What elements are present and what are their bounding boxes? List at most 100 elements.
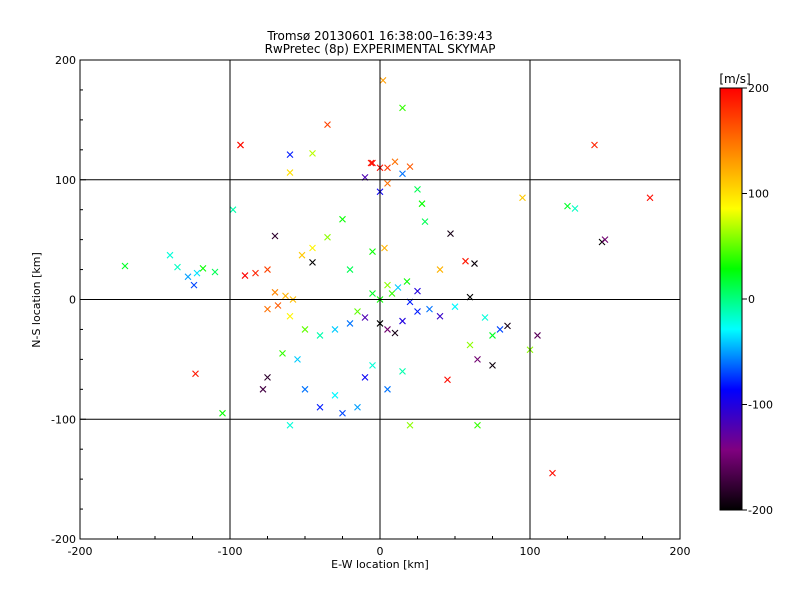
scatter-cross (367, 159, 375, 167)
scatter-cross (406, 163, 414, 170)
scatter-cross (571, 205, 579, 212)
scatter-cross (369, 361, 376, 369)
scatter-cross (436, 266, 444, 273)
scatter-cross (474, 421, 481, 429)
scatter-cross (211, 268, 219, 276)
scatter-cross (381, 244, 388, 252)
scatter-cross (466, 341, 474, 349)
colorbar-tick-label: 200 (748, 82, 769, 95)
scatter-cross (388, 290, 396, 297)
scatter-cross (298, 251, 306, 259)
colorbar-ticks: 200 100 0 -100 -200 (742, 82, 773, 517)
colorbar-tick-label: 100 (748, 188, 769, 201)
y-tick-label: 0 (69, 294, 76, 307)
scatter-cross (474, 355, 481, 363)
scatter-cross (309, 258, 316, 266)
scatter-cross (421, 218, 429, 226)
scatter-cross (414, 287, 421, 295)
scatter-cross (271, 288, 279, 296)
grid-lines (80, 60, 680, 539)
scatter-cross (331, 391, 339, 399)
scatter-cross (369, 290, 376, 297)
scatter-cross (534, 332, 541, 339)
scatter-cross (309, 150, 316, 157)
scatter-cross (504, 322, 511, 330)
scatter-cross (489, 332, 496, 339)
y-tick-label: -200 (51, 533, 76, 546)
scatter-cross (444, 376, 451, 384)
scatter-cross (462, 257, 469, 265)
scatter-cross (264, 373, 271, 381)
scatter-cross (252, 269, 259, 277)
scatter-cross (391, 329, 399, 337)
scatter-cross (564, 202, 571, 210)
colorbar-tick-label: 0 (748, 293, 755, 306)
scatter-cross (601, 236, 609, 244)
scatter-cross (369, 248, 376, 255)
scatter-cross (384, 281, 391, 289)
scatter-cross (282, 292, 289, 300)
scatter-cross (259, 385, 267, 393)
scatter-cross (264, 305, 271, 313)
scatter-cross (271, 232, 279, 240)
scatter-cross (384, 164, 391, 172)
x-tick-label: 0 (377, 545, 384, 558)
scatter-cross (339, 409, 346, 417)
x-axis-ticks: -200 -100 0 100 200 (68, 533, 691, 558)
scatter-cross (346, 266, 354, 273)
scatter-cross (354, 308, 361, 315)
scatter-cross (369, 159, 376, 167)
scatter-cross (339, 215, 346, 223)
scatter-cross (174, 263, 181, 271)
scatter-cross (384, 326, 391, 333)
scatter-cross (361, 373, 369, 381)
scatter-cross (591, 141, 598, 149)
scatter-cross (406, 421, 414, 429)
scatter-cross (237, 141, 244, 149)
scatter-cross (286, 151, 294, 158)
scatter-cross (391, 158, 399, 166)
x-tick-label: -200 (68, 545, 93, 558)
scatter-cross (399, 367, 406, 375)
y-axis-ticks: -200 -100 0 100 200 (51, 54, 86, 546)
scatter-cross (264, 266, 271, 273)
scatter-cross (190, 281, 198, 289)
scatter-cross (414, 185, 421, 193)
x-tick-label: 200 (670, 545, 691, 558)
scatter-cross (394, 284, 402, 291)
scatter-cross (436, 312, 444, 320)
colorbar (719, 87, 743, 511)
colorbar-tick-label: -100 (748, 399, 773, 412)
x-tick-label: -100 (218, 545, 243, 558)
scatter-cross (646, 194, 654, 202)
scatter-cross (279, 349, 286, 357)
chart-subtitle: RwPretec (8p) EXPERIMENTAL SKYMAP (265, 42, 496, 56)
scatter-cross (354, 403, 361, 411)
scatter-cross (193, 269, 201, 277)
scatter-points (121, 76, 654, 477)
scatter-cross (496, 326, 504, 333)
scatter-cross (192, 370, 199, 378)
scatter-cross (403, 278, 411, 285)
scatter-cross (519, 194, 526, 202)
scatter-cross (451, 303, 459, 311)
scatter-cross (471, 260, 478, 267)
y-tick-label: 200 (55, 54, 76, 67)
scatter-cross (301, 385, 309, 393)
scatter-cross (199, 264, 207, 272)
scatter-cross (286, 421, 294, 429)
scatter-cross (418, 200, 426, 208)
scatter-cross (426, 305, 433, 313)
scatter-cross (166, 251, 174, 259)
scatter-cross (324, 121, 331, 129)
scatter-cross (481, 314, 489, 321)
scatter-cross (331, 326, 339, 333)
scatter-cross (447, 230, 454, 238)
colorbar-tick-label: -200 (748, 504, 773, 517)
scatter-cross (414, 308, 421, 315)
scatter-cross (229, 206, 237, 214)
chart-title: Tromsø 20130601 16:38:00–16:39:43 (266, 29, 492, 43)
x-axis-label: E-W location [km] (331, 558, 429, 571)
